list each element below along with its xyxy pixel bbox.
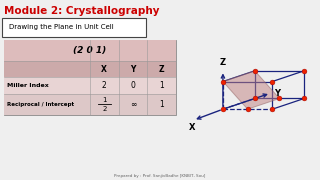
Polygon shape <box>223 71 279 109</box>
Text: Y: Y <box>130 65 136 74</box>
Text: Miller Index: Miller Index <box>7 83 49 88</box>
Text: Z: Z <box>159 65 164 74</box>
FancyBboxPatch shape <box>4 61 176 78</box>
Text: Drawing the Plane in Unit Cell: Drawing the Plane in Unit Cell <box>9 24 113 30</box>
Text: Module 2: Crystallography: Module 2: Crystallography <box>4 6 159 16</box>
Text: (2 0 1): (2 0 1) <box>73 46 107 55</box>
FancyBboxPatch shape <box>4 78 176 94</box>
FancyBboxPatch shape <box>4 94 176 115</box>
Text: Z: Z <box>220 58 226 67</box>
Text: 2: 2 <box>102 81 107 90</box>
Text: Prepared by : Prof. SanjivBadhe [KNBIT, Sou]: Prepared by : Prof. SanjivBadhe [KNBIT, … <box>114 174 206 177</box>
FancyBboxPatch shape <box>2 18 146 37</box>
Text: 1: 1 <box>102 97 107 103</box>
Text: 1: 1 <box>159 81 164 90</box>
Text: ∞: ∞ <box>130 100 136 109</box>
FancyBboxPatch shape <box>4 40 176 61</box>
Text: X: X <box>188 123 195 132</box>
FancyBboxPatch shape <box>4 40 176 115</box>
Text: Reciprocal / Intercept: Reciprocal / Intercept <box>7 102 74 107</box>
Text: 2: 2 <box>102 106 107 112</box>
Text: 0: 0 <box>131 81 135 90</box>
Text: Y: Y <box>274 89 280 98</box>
Text: 1: 1 <box>159 100 164 109</box>
Text: X: X <box>101 65 107 74</box>
